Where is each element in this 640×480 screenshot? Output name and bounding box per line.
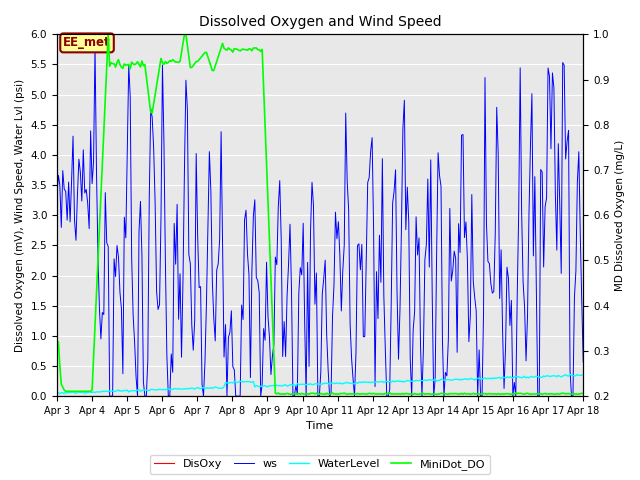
WaterLevel bbox=[552, 373, 559, 379]
MiniDot_DO bbox=[119, 65, 127, 71]
ws bbox=[230, 367, 238, 372]
ws bbox=[579, 359, 587, 365]
MiniDot_DO bbox=[238, 47, 246, 53]
WaterLevel bbox=[229, 380, 237, 386]
ws bbox=[213, 267, 221, 273]
ws bbox=[239, 317, 247, 323]
Line: WaterLevel: WaterLevel bbox=[57, 374, 583, 394]
MiniDot_DO bbox=[229, 49, 237, 55]
ws bbox=[91, 44, 99, 49]
WaterLevel bbox=[53, 390, 61, 396]
WaterLevel bbox=[211, 384, 219, 390]
DisOxy bbox=[550, 393, 557, 398]
Line: MiniDot_DO: MiniDot_DO bbox=[57, 35, 583, 394]
Line: ws: ws bbox=[57, 47, 583, 396]
MiniDot_DO bbox=[53, 342, 61, 348]
MiniDot_DO bbox=[280, 391, 288, 397]
Legend: DisOxy, ws, WaterLevel, MiniDot_DO: DisOxy, ws, WaterLevel, MiniDot_DO bbox=[150, 455, 490, 474]
MiniDot_DO bbox=[579, 390, 587, 396]
DisOxy bbox=[53, 393, 61, 398]
X-axis label: Time: Time bbox=[307, 421, 333, 432]
WaterLevel bbox=[119, 388, 127, 394]
ws bbox=[120, 214, 128, 220]
DisOxy bbox=[579, 393, 587, 398]
Title: Dissolved Oxygen and Wind Speed: Dissolved Oxygen and Wind Speed bbox=[199, 15, 442, 29]
MiniDot_DO bbox=[211, 63, 219, 69]
WaterLevel bbox=[579, 372, 587, 377]
DisOxy bbox=[118, 393, 125, 398]
MiniDot_DO bbox=[553, 391, 561, 396]
MiniDot_DO bbox=[104, 32, 112, 37]
MiniDot_DO bbox=[286, 391, 294, 397]
DisOxy bbox=[284, 393, 291, 398]
ws bbox=[286, 221, 294, 227]
DisOxy bbox=[228, 393, 236, 398]
WaterLevel bbox=[238, 378, 246, 384]
Y-axis label: Dissolved Oxygen (mV), Wind Speed, Water Lvl (psi): Dissolved Oxygen (mV), Wind Speed, Water… bbox=[15, 79, 25, 352]
Text: EE_met: EE_met bbox=[63, 36, 111, 49]
Y-axis label: MD Dissolved Oxygen (mg/L): MD Dissolved Oxygen (mg/L) bbox=[615, 140, 625, 291]
DisOxy bbox=[210, 393, 218, 398]
WaterLevel bbox=[285, 383, 292, 389]
WaterLevel bbox=[56, 391, 63, 396]
ws bbox=[106, 393, 113, 399]
ws bbox=[53, 193, 61, 199]
DisOxy bbox=[236, 393, 244, 398]
ws bbox=[553, 247, 561, 253]
